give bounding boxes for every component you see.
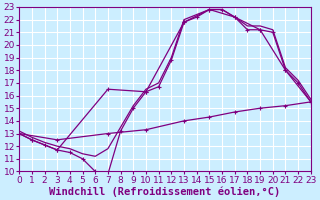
X-axis label: Windchill (Refroidissement éolien,°C): Windchill (Refroidissement éolien,°C) <box>49 186 281 197</box>
